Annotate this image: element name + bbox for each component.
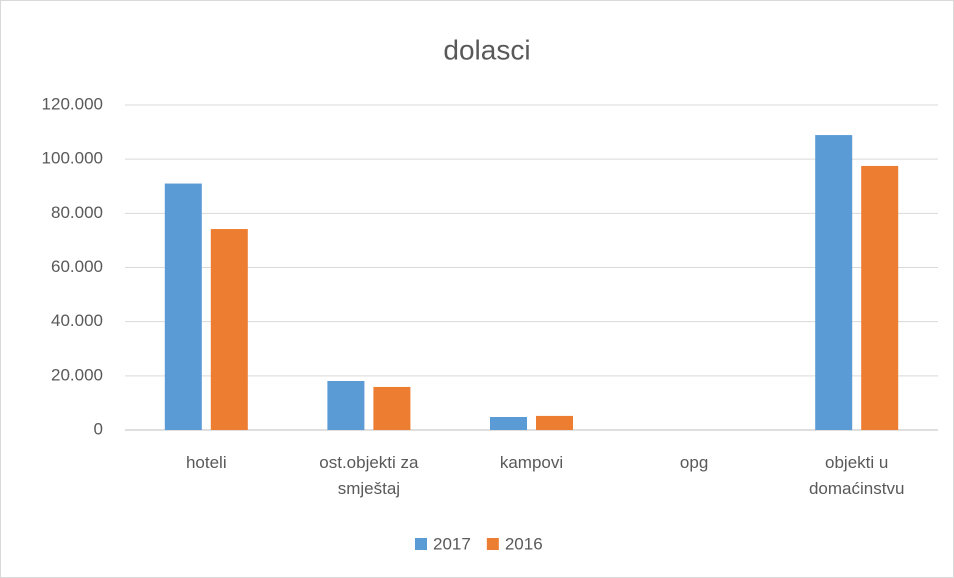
legend-label: 2016 [505,534,543,553]
x-tick-label: objekti u domaćinstvu [808,453,905,498]
bar [815,135,853,430]
y-tick-label: 120.000 [42,94,103,113]
chart-title: dolasci [443,34,530,65]
y-tick-label: 20.000 [51,365,103,384]
y-tick-label: 60.000 [51,257,103,276]
x-tick-label: opg [679,453,709,472]
x-tick-label: hoteli [185,453,227,472]
bar [490,417,527,430]
bar [536,415,573,430]
y-tick-label: 80.000 [51,203,103,222]
x-tick-label: kampovi [499,453,564,472]
legend-swatch [486,538,499,550]
bar [861,165,899,430]
legend-swatch [415,538,427,550]
bar [373,386,411,430]
bar [327,380,365,430]
bar [210,229,248,430]
y-tick-label: 40.000 [51,311,103,330]
y-tick-label: 0 [94,419,103,438]
legend-label: 2017 [433,534,471,553]
y-tick-label: 100.000 [42,149,103,168]
bar [164,183,202,430]
x-tick-label: ost.objekti za smještaj [319,453,419,498]
